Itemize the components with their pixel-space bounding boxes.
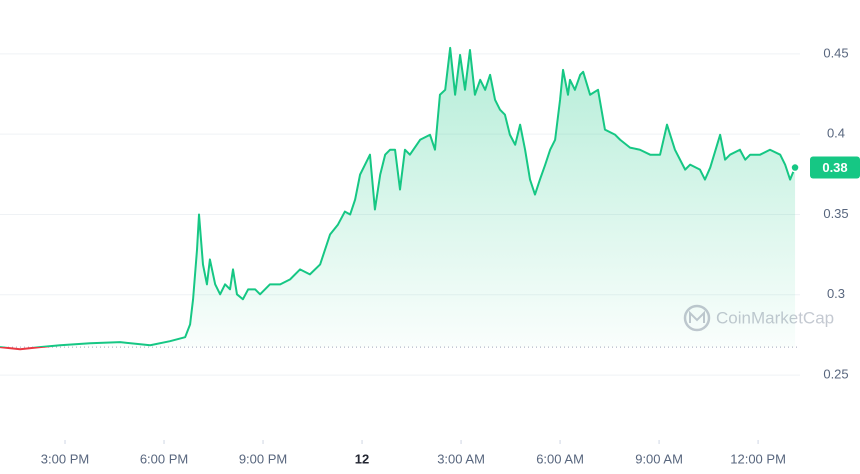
y-tick-label: 0.45 bbox=[823, 45, 848, 60]
watermark: CoinMarketCap bbox=[683, 304, 834, 332]
watermark-text: CoinMarketCap bbox=[716, 308, 834, 327]
price-line bbox=[0, 46, 796, 351]
y-tick-label: 0.3 bbox=[827, 286, 845, 301]
price-badge-label: 0.38 bbox=[822, 160, 847, 175]
y-tick-label: 0.4 bbox=[827, 126, 845, 141]
last-point bbox=[790, 162, 800, 173]
price-badge bbox=[810, 156, 860, 179]
x-tick-label: 12 bbox=[355, 451, 369, 466]
y-tick-label: 0.25 bbox=[823, 367, 848, 382]
x-tick-label: 12:00 PM bbox=[730, 451, 786, 466]
x-tick-label: 3:00 PM bbox=[41, 451, 89, 466]
y-tick-label: 0.35 bbox=[823, 206, 848, 221]
price-area bbox=[39, 47, 796, 348]
x-tick-label: 9:00 AM bbox=[635, 451, 683, 466]
x-tick-label: 6:00 PM bbox=[140, 451, 188, 466]
x-tick-label: 3:00 AM bbox=[437, 451, 485, 466]
x-tick-label: 9:00 PM bbox=[239, 451, 287, 466]
x-tick-label: 6:00 AM bbox=[536, 451, 584, 466]
